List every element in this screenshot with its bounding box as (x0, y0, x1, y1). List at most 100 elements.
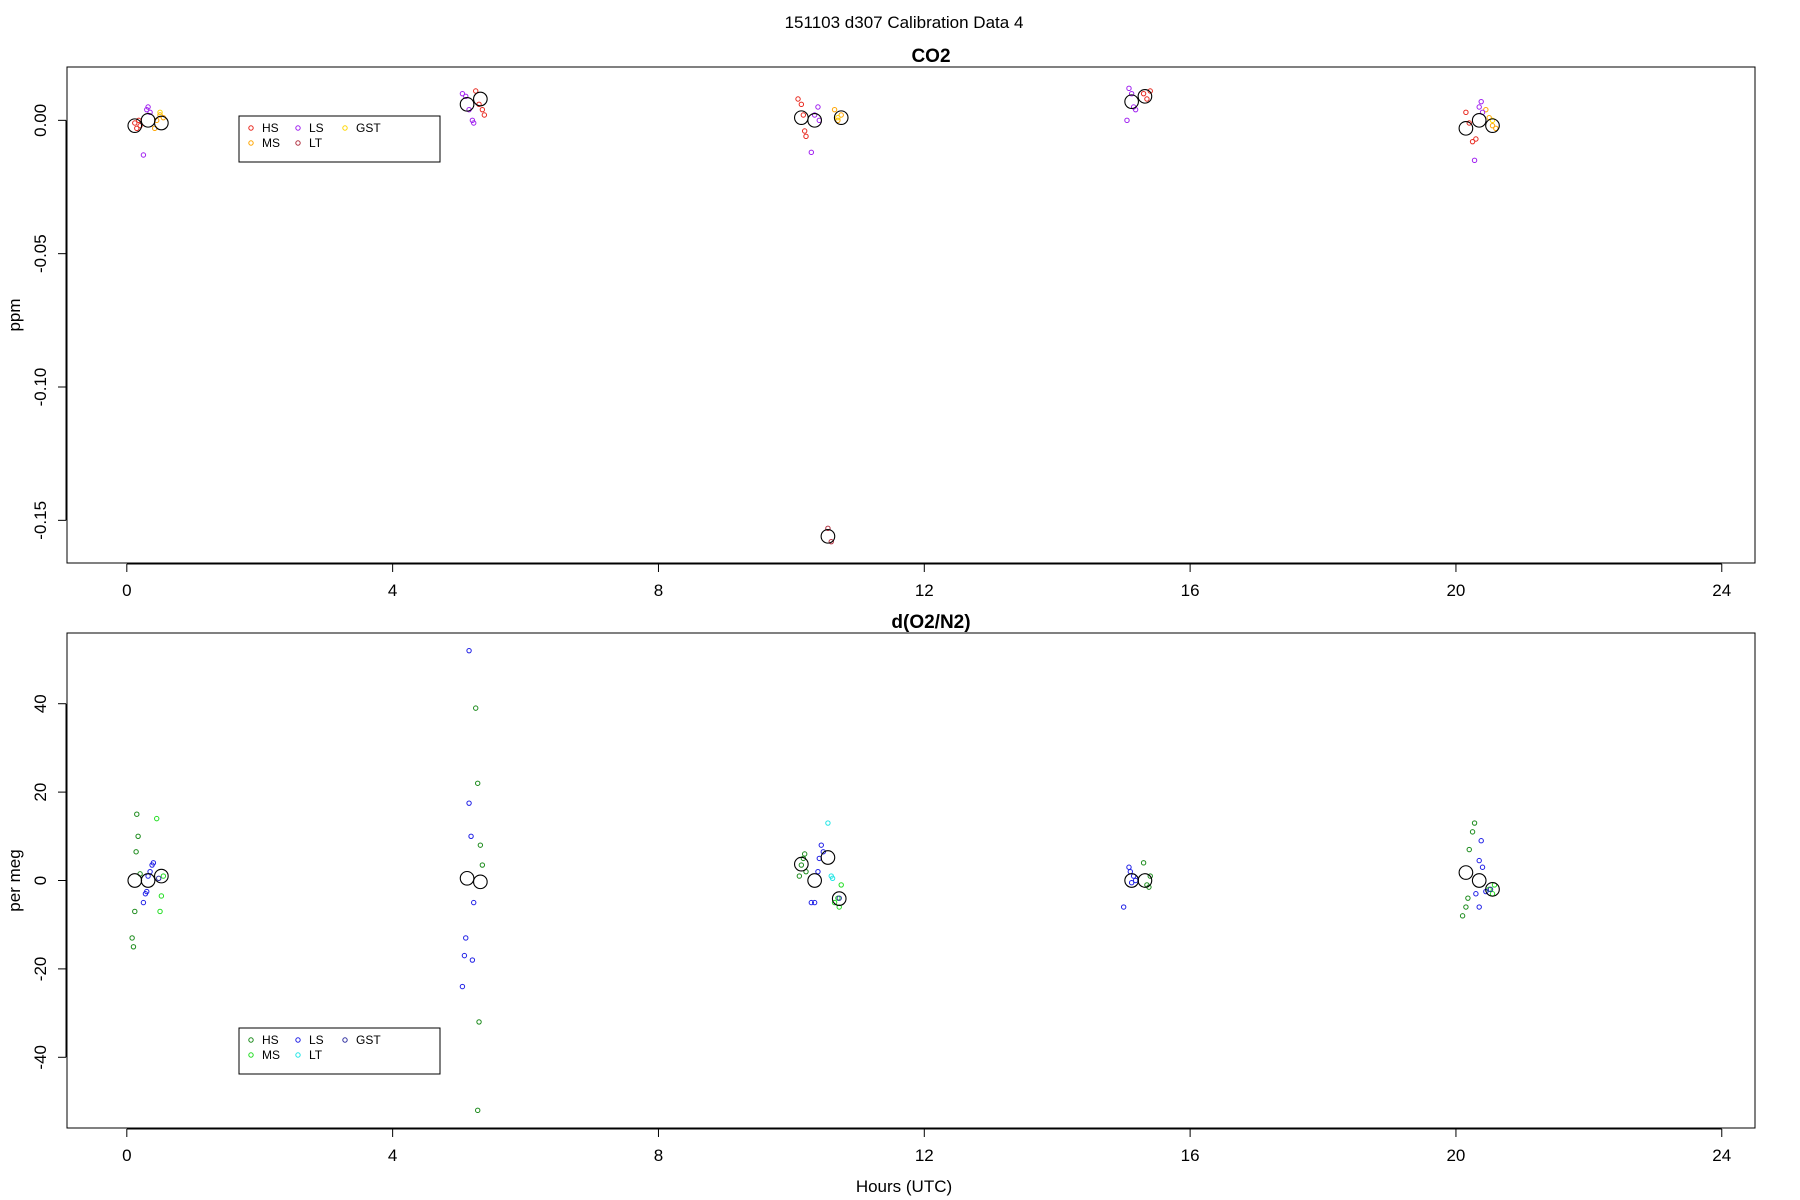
co2-point-ls (145, 104, 151, 110)
o2n2-point-hs (1147, 873, 1153, 879)
o2n2-point-mean (831, 891, 847, 906)
co2-point-ms (831, 106, 838, 113)
co2-point-hs (1147, 88, 1153, 94)
co2-y-tick-label: -0.15 (31, 501, 50, 540)
o2n2-x-tick-label: 4 (388, 1146, 397, 1165)
o2n2-point-hs (1465, 895, 1471, 901)
o2n2-point-mean (807, 873, 822, 888)
o2n2-point-ls (1120, 904, 1127, 910)
o2n2-legend-label: MS (262, 1048, 280, 1062)
o2n2-legend-marker (248, 1037, 254, 1043)
co2-point-gst (835, 114, 841, 121)
o2n2-point-hs (473, 705, 479, 711)
o2n2-point-ls (1476, 857, 1482, 864)
o2n2-legend-marker (295, 1037, 301, 1043)
co2-panel: CO2 0 4 8 12 16 20 24 0.00 -0.05 -0.10 -0.15 ppm HS LS… (5, 46, 1756, 600)
o2n2-point-hs (134, 811, 140, 817)
co2-point-ms (1493, 125, 1499, 132)
o2n2-x-tick-label: 0 (122, 1146, 131, 1165)
o2n2-point-ls (1473, 891, 1479, 897)
co2-point-mean (127, 118, 143, 134)
co2-point-ls (1128, 90, 1135, 97)
co2-legend-marker (295, 125, 301, 131)
o2n2-point-hs (475, 780, 481, 786)
co2-point-ls (463, 93, 469, 100)
co2-point-mean (140, 112, 156, 128)
o2n2-point-gst (1487, 886, 1494, 893)
co2-point-ls (1126, 85, 1132, 92)
co2-point-ls (471, 120, 477, 126)
o2n2-point-ls (1479, 864, 1486, 870)
co2-point-hs (801, 128, 808, 134)
o2n2-legend-label: GST (356, 1033, 381, 1047)
o2n2-point-ls (466, 647, 472, 654)
o2n2-point-ls (820, 849, 826, 855)
co2-x-tick-label: 12 (915, 581, 934, 600)
co2-point-mean (807, 112, 822, 128)
co2-point-gst (1489, 117, 1496, 124)
o2n2-y-tick-label: 20 (31, 783, 50, 802)
o2n2-y-tick-label: -20 (31, 957, 50, 982)
co2-point-hs (798, 101, 805, 108)
o2n2-point-lt (825, 820, 831, 826)
o2n2-legend-label: LS (309, 1033, 324, 1047)
co2-point-mean (1124, 94, 1139, 110)
o2n2-point-ls (469, 957, 476, 963)
o2n2-x-tick-label: 12 (915, 1146, 934, 1165)
o2n2-legend-marker (342, 1037, 348, 1043)
co2-x-tick-label: 8 (654, 581, 663, 600)
co2-y-tick-label: -0.05 (31, 234, 50, 273)
co2-point-hs (1140, 90, 1147, 97)
co2-point-hs (137, 122, 143, 129)
co2-point-ms (157, 112, 163, 118)
co2-y-axis-label: ppm (5, 298, 24, 331)
o2n2-point-ls (150, 860, 157, 866)
figure-suptitle: 151103 d307 Calibration Data 4 (785, 13, 1024, 32)
o2n2-point-hs (1466, 846, 1472, 853)
o2n2-point-lt (829, 875, 836, 881)
o2n2-point-ls (459, 983, 466, 990)
co2-point-mean (833, 110, 849, 126)
co2-point-mean (820, 528, 836, 544)
o2n2-point-mean (793, 856, 809, 872)
co2-point-ls (1478, 98, 1484, 105)
o2n2-point-mean (473, 874, 488, 890)
o2n2-point-mean (127, 873, 143, 888)
o2n2-point-gst (836, 895, 842, 901)
co2-point-hs (473, 88, 479, 94)
o2n2-point-hs (479, 862, 486, 868)
co2-point-mean (459, 96, 475, 112)
o2n2-point-ls (818, 842, 824, 848)
o2n2-point-hs (1463, 904, 1469, 910)
co2-point-mean (1458, 120, 1474, 136)
o2n2-point-ls (1128, 880, 1135, 886)
o2n2-point-ls (1132, 877, 1139, 884)
co2-y-tick-label: -0.10 (31, 368, 50, 407)
o2n2-title: d(O2/N2) (891, 612, 970, 633)
o2n2-x-tick-label: 20 (1446, 1146, 1465, 1165)
co2-point-hs (132, 120, 138, 126)
o2n2-x-tick-label: 24 (1712, 1146, 1731, 1165)
o2n2-legend-label: HS (262, 1033, 279, 1047)
o2n2-point-hs (1140, 860, 1147, 866)
o2n2-point-hs (476, 1019, 482, 1025)
o2n2-plot-frame (66, 632, 1756, 1129)
o2n2-point-ls (145, 873, 151, 879)
co2-y-tick-label: 0.00 (31, 104, 50, 137)
o2n2-point-mean (1137, 873, 1153, 888)
co2-point-ms (835, 117, 841, 124)
co2-point-gst (157, 109, 163, 116)
co2-legend-label: LT (309, 136, 323, 150)
co2-point-hs (803, 133, 809, 140)
o2n2-point-hs (129, 935, 135, 941)
o2n2-point-gst (156, 875, 162, 881)
o2n2-point-ms (154, 815, 160, 822)
o2n2-point-ls (1126, 864, 1132, 870)
co2-x-tick-label: 20 (1446, 581, 1465, 600)
o2n2-y-tick-label: 40 (31, 694, 50, 713)
co2-legend-label: GST (356, 121, 381, 135)
o2n2-legend-label: LT (309, 1048, 323, 1062)
co2-point-ls (1471, 157, 1478, 164)
o2n2-point-hs (132, 908, 138, 915)
co2-point-ls (808, 149, 815, 156)
